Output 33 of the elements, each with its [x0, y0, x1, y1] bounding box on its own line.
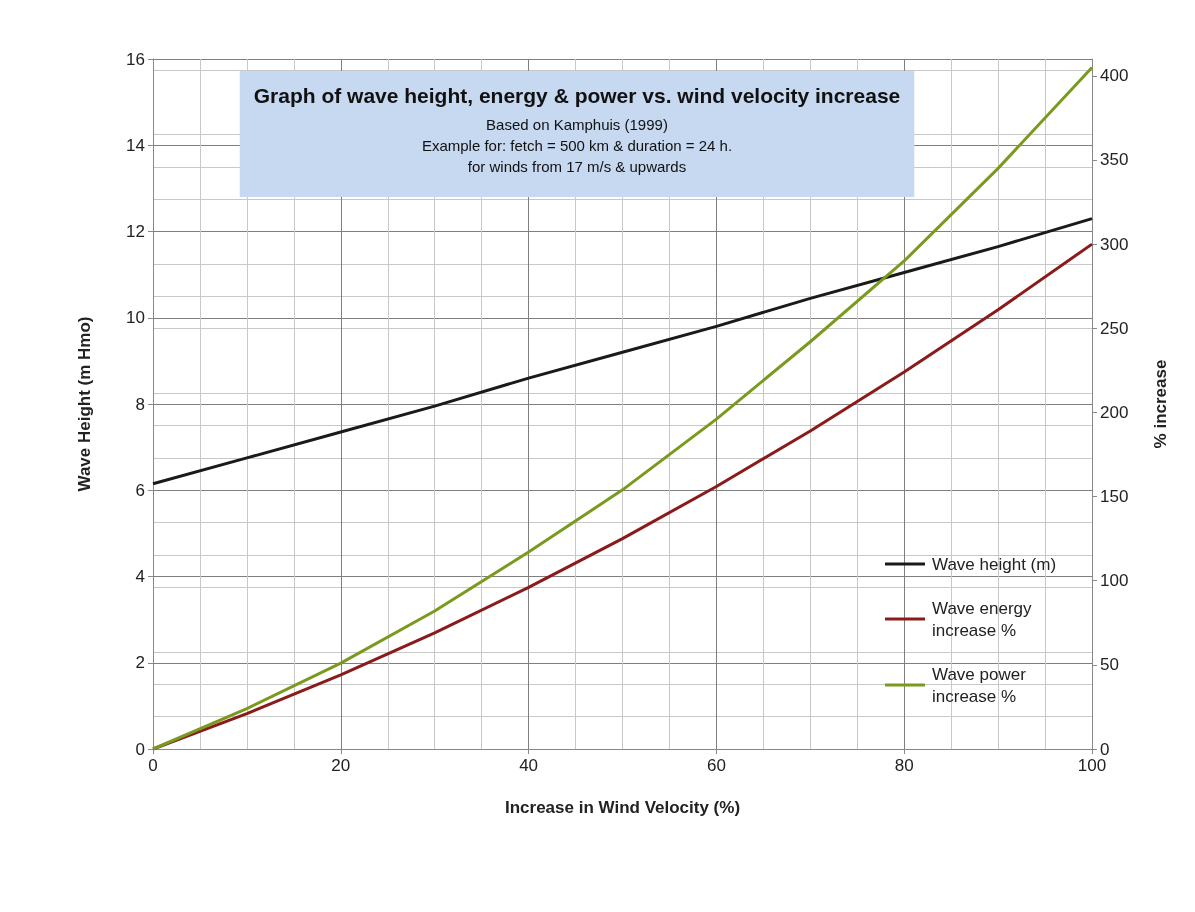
y-tick-label: 2 [135, 653, 145, 673]
y-tick-label: 4 [135, 567, 145, 586]
y-tick-label: 0 [135, 739, 145, 759]
y2-tick-label: 50 [1100, 655, 1119, 675]
y-tick-label: 14 [126, 135, 145, 155]
y-tick-label: 8 [135, 394, 145, 414]
x-tick-label: 100 [1077, 756, 1107, 775]
y2-tick-label: 100 [1100, 571, 1129, 591]
y-axis-title: Wave Height (m Hmo) [75, 316, 94, 492]
x-tick-label: 40 [519, 756, 539, 775]
y-tick-label: 12 [126, 222, 145, 241]
x-axis-title: Increase in Wind Velocity (%) [504, 798, 741, 817]
y2-tick-label: 400 [1100, 66, 1129, 86]
y2-tick-label: 250 [1100, 318, 1129, 338]
x-tick-label: 0 [148, 756, 158, 775]
y2-tick-label: 200 [1100, 402, 1129, 422]
y-tick-label: 6 [135, 480, 145, 500]
legend-label: Wave power increase % [932, 664, 1031, 706]
y-tick-label: 10 [126, 308, 145, 328]
x-tick-label: 60 [706, 756, 726, 775]
y2-tick-label: 0 [1100, 739, 1110, 759]
legend-label: Wave height (m) [932, 554, 1057, 574]
y2-tick-label: 150 [1100, 487, 1129, 507]
y2-tick-label: 300 [1100, 234, 1129, 254]
text: Graph of wave height, energy & power vs. wind velocity increase [253, 84, 901, 107]
legend-label: Wave energy increase % [932, 598, 1037, 640]
y-tick-label: 16 [126, 49, 145, 69]
text: Based on Kamphuis (1999) Example for: fetch = 500 km & duration = 24 h. for winds from 17 m/s & upwards [421, 116, 733, 175]
x-tick-label: 20 [331, 756, 351, 775]
y2-axis-title: % increase [1151, 359, 1170, 449]
x-tick-label: 80 [894, 756, 914, 775]
y2-tick-label: 350 [1100, 150, 1129, 170]
line-series [151, 217, 1094, 486]
